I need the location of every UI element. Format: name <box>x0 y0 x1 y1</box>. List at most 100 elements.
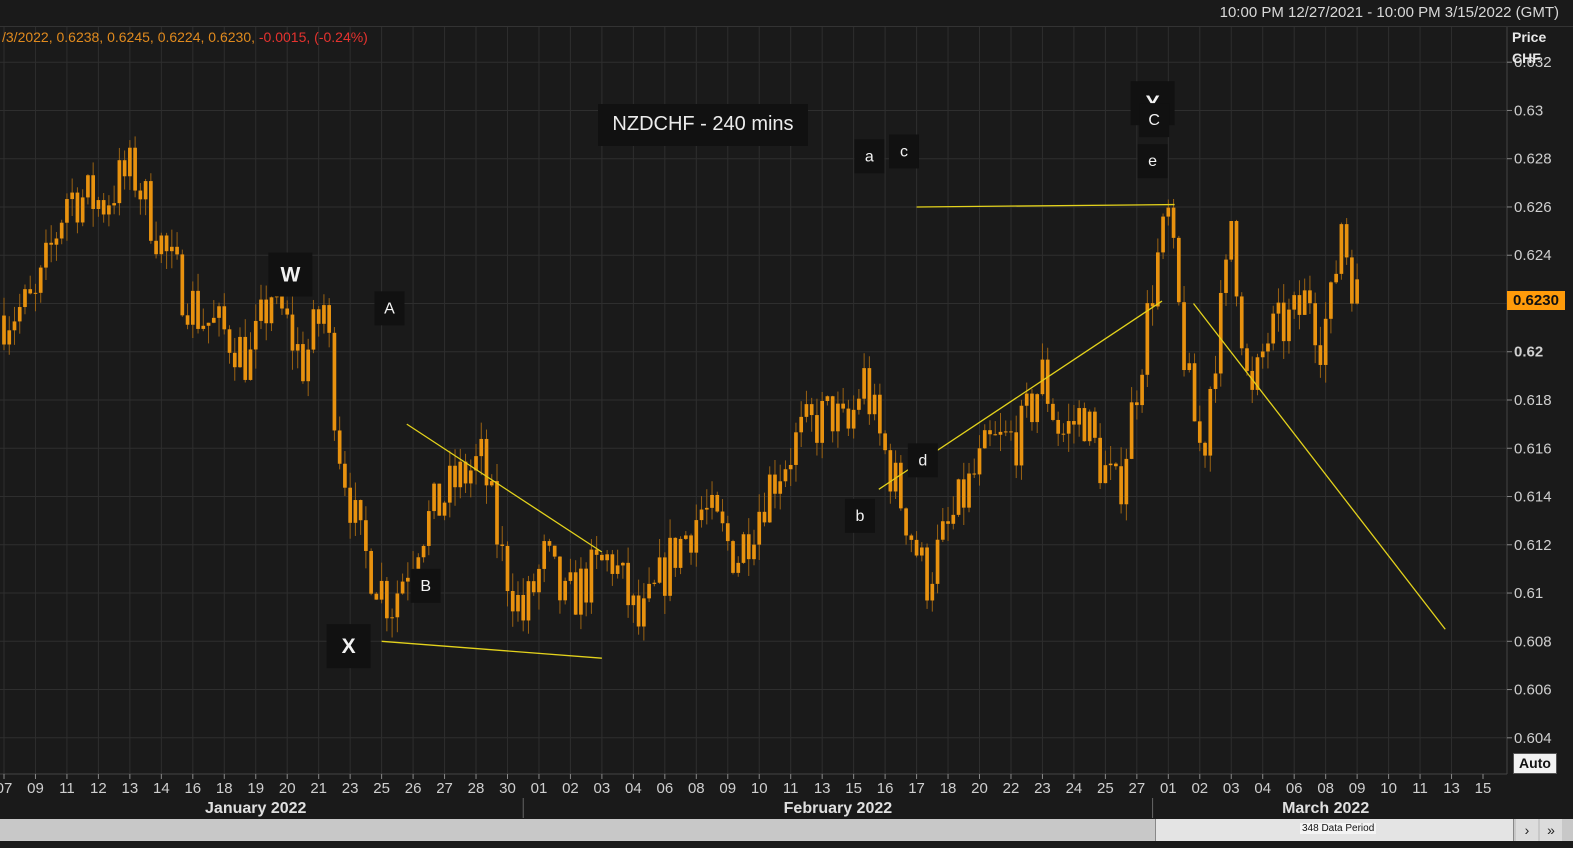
day-tick-label: 01 <box>531 780 548 797</box>
candle-body <box>1082 408 1087 442</box>
price-chart[interactable]: WXYABCabcde NZDCHF - 240 mins 0.6320.630… <box>0 26 1573 819</box>
candle-body <box>1308 290 1312 304</box>
price-tick-label: 0.614 <box>1514 489 1552 506</box>
candle-body <box>704 507 709 510</box>
candle-body <box>442 502 447 516</box>
candle-body <box>1213 373 1218 389</box>
candle-body <box>1098 437 1102 484</box>
candle-body <box>988 430 992 435</box>
scroll-next-icon[interactable]: › <box>1516 819 1538 841</box>
candle-body <box>1350 257 1354 304</box>
candle-body <box>1066 421 1071 434</box>
day-tick-label: 07 <box>0 780 12 797</box>
candle-body <box>196 290 200 329</box>
candle-body <box>741 534 746 563</box>
wave-label-box <box>1137 144 1168 179</box>
trend-line <box>1192 303 1446 630</box>
candle-body <box>1171 207 1176 238</box>
candle-body <box>495 481 499 545</box>
day-tick-label: 25 <box>1097 780 1114 797</box>
last-price-tag: 0.6230 <box>1507 291 1565 310</box>
candle-body <box>253 320 258 350</box>
price-axis[interactable]: 0.6320.630.6280.6260.6240.6220.620.6180.… <box>1507 54 1552 747</box>
candle-body <box>1224 259 1228 293</box>
candle-body <box>982 430 987 449</box>
candle-body <box>59 222 64 239</box>
day-tick-label: 20 <box>279 780 296 797</box>
candle-body <box>437 483 442 516</box>
candle-body <box>1150 303 1155 307</box>
candle-body <box>961 479 966 508</box>
candle-body <box>1245 348 1249 371</box>
price-tick-label: 0.626 <box>1514 199 1552 216</box>
candle-body <box>725 523 730 542</box>
candle-body <box>269 297 274 324</box>
candle-body <box>38 267 43 293</box>
candle-body <box>337 430 342 464</box>
price-tick-label: 0.624 <box>1514 247 1552 264</box>
day-tick-label: 11 <box>59 780 75 797</box>
candle-body <box>484 438 489 486</box>
candle-body <box>348 487 352 523</box>
candle-body <box>668 537 672 596</box>
candle-body <box>710 494 714 508</box>
price-tick-label: 0.608 <box>1514 633 1552 650</box>
wave-label: e <box>1148 153 1157 170</box>
candle-body <box>248 349 253 380</box>
candle-body <box>689 535 693 553</box>
candle-body <box>1135 402 1139 406</box>
candle-body <box>736 562 741 573</box>
wave-label-box <box>410 568 441 603</box>
candle-body <box>1114 463 1118 467</box>
candle-body <box>1197 421 1202 443</box>
candle-body <box>904 508 908 536</box>
candle-body <box>1229 221 1234 260</box>
day-tick-label: 10 <box>751 780 768 797</box>
candle-body <box>542 541 547 569</box>
candle-body <box>558 556 562 601</box>
candle-body <box>1009 431 1013 433</box>
time-axis[interactable]: 07 09 11 12 13 14 16 18 19 20 21 23 25 26 27 28 30 01 02 03… <box>0 774 1491 818</box>
day-tick-label: 23 <box>1034 780 1051 797</box>
candle-body <box>867 368 872 415</box>
candle-body <box>311 309 316 350</box>
candle-body <box>1355 279 1359 304</box>
day-tick-label: 27 <box>1129 780 1146 797</box>
candle-body <box>369 550 373 594</box>
day-tick-label: 06 <box>656 780 673 797</box>
month-label: January 2022 <box>205 800 307 817</box>
candle-body <box>862 368 866 399</box>
wave-label: W <box>280 264 300 287</box>
bottom-strip <box>0 841 1573 848</box>
day-tick-label: 25 <box>373 780 390 797</box>
trend-line <box>916 203 1175 208</box>
candle-body <box>1030 393 1034 423</box>
candle-body <box>1019 405 1024 466</box>
candle-body <box>1266 343 1270 352</box>
candle-body <box>1323 318 1328 365</box>
candle-body <box>1155 252 1160 307</box>
wave-label-box <box>888 134 919 169</box>
candle-body <box>133 147 137 191</box>
candle-body <box>1087 411 1092 442</box>
scroll-end-icon[interactable]: » <box>1540 819 1562 841</box>
candle-body <box>364 520 368 551</box>
candle-body <box>112 203 116 206</box>
candle-body <box>1124 458 1129 505</box>
candle-body <box>621 562 625 566</box>
day-tick-label: 18 <box>216 780 233 797</box>
candle-body <box>322 305 326 324</box>
candle-body <box>893 462 898 492</box>
candle-body <box>1297 295 1302 315</box>
candle-body <box>49 242 54 245</box>
price-axis-title: Price CHF <box>1512 27 1546 69</box>
candle-body <box>1339 224 1344 274</box>
auto-scale-button[interactable]: Auto <box>1513 753 1557 774</box>
day-tick-label: 09 <box>719 780 736 797</box>
candle-body <box>531 581 536 593</box>
candle-body <box>1061 433 1066 435</box>
candle-body <box>1140 374 1144 406</box>
candle-body <box>243 336 248 380</box>
candle-body <box>1119 466 1123 505</box>
candle-body <box>626 562 630 606</box>
